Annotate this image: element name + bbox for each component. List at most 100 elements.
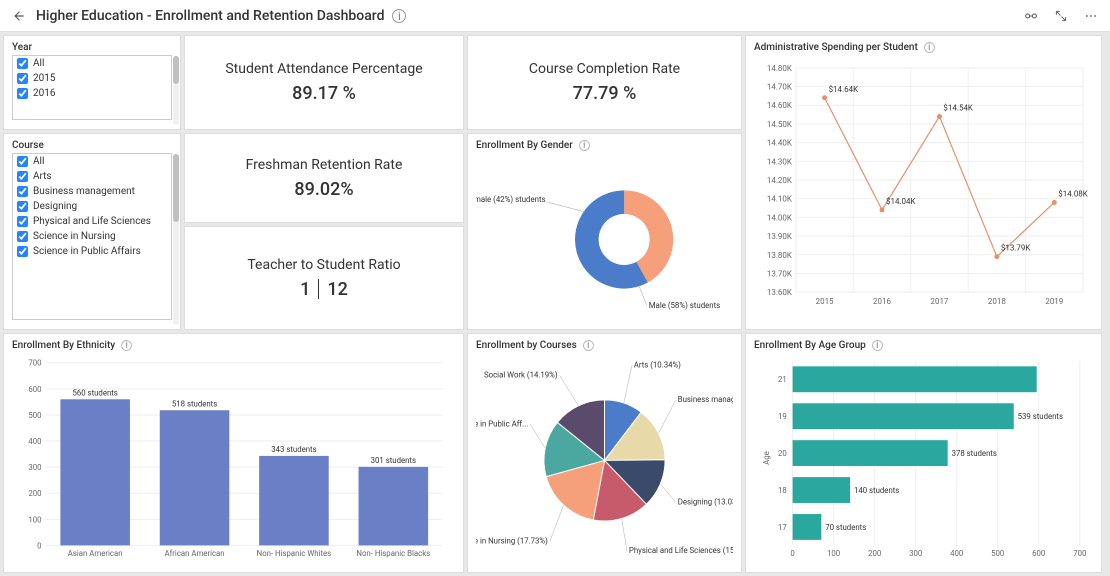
kpi-title: Student Attendance Percentage (225, 61, 422, 77)
filter-label: Business management (33, 186, 135, 197)
info-icon[interactable]: i (121, 340, 132, 351)
svg-text:17: 17 (778, 523, 787, 532)
filter-checkbox[interactable] (17, 171, 28, 182)
gender-donut-chart: Female (42%) studentsMale (58%) students (476, 153, 733, 320)
filter-checkbox[interactable] (17, 73, 28, 84)
svg-text:539 students: 539 students (1018, 412, 1063, 421)
svg-text:14.70K: 14.70K (767, 83, 792, 92)
filter-item[interactable]: Science in Nursing (13, 229, 171, 244)
gender-chart-card: Enrollment By Genderi Female (42%) stude… (467, 133, 742, 330)
svg-text:0: 0 (790, 549, 794, 558)
svg-text:518 students: 518 students (172, 399, 217, 408)
svg-text:Science in Public Aff...: Science in Public Aff... (476, 419, 528, 428)
svg-text:700: 700 (1073, 549, 1086, 558)
scrollbar[interactable] (173, 56, 179, 125)
year-filter-card: Year All20152016 (3, 35, 181, 130)
more-icon[interactable] (1082, 7, 1100, 25)
filter-label: All (33, 58, 44, 69)
svg-text:$14.54K: $14.54K (943, 103, 973, 112)
info-icon[interactable]: i (583, 340, 594, 351)
svg-text:2016: 2016 (873, 297, 891, 306)
kpi-value: 89.02% (294, 179, 353, 200)
filter-item[interactable]: 2015 (13, 71, 171, 86)
filter-checkbox[interactable] (17, 246, 28, 257)
svg-text:13.80K: 13.80K (767, 251, 792, 260)
retention-kpi: Freshman Retention Rate 89.02% (184, 133, 464, 223)
svg-text:Physical and Life Sciences (15: Physical and Life Sciences (15.11%) (629, 546, 733, 555)
svg-text:70 students: 70 students (825, 523, 866, 532)
svg-text:14.30K: 14.30K (767, 157, 792, 166)
filter-label: Designing (33, 201, 77, 212)
svg-text:African American: African American (164, 549, 224, 558)
filter-label: Science in Nursing (33, 231, 116, 242)
filter-item[interactable]: Physical and Life Sciences (13, 214, 171, 229)
info-icon[interactable]: i (579, 140, 590, 151)
filter-item[interactable]: 2016 (13, 86, 171, 101)
svg-text:560 students: 560 students (72, 388, 117, 397)
svg-text:400: 400 (28, 437, 41, 446)
chart-title: Administrative Spending per Studenti (754, 42, 1093, 53)
info-icon[interactable]: i (872, 340, 883, 351)
filter-checkbox[interactable] (17, 231, 28, 242)
scrollbar[interactable] (173, 154, 179, 325)
svg-text:$14.08K: $14.08K (1058, 189, 1088, 198)
svg-text:Designing (13.03%): Designing (13.03%) (678, 497, 733, 506)
kpi-title: Freshman Retention Rate (246, 157, 403, 173)
svg-text:200: 200 (868, 549, 881, 558)
svg-text:Arts (10.34%): Arts (10.34%) (634, 361, 681, 370)
filter-checkbox[interactable] (17, 58, 28, 69)
glasses-icon[interactable] (1022, 7, 1040, 25)
filter-checkbox[interactable] (17, 186, 28, 197)
course-filter-list[interactable]: All Arts Business management Designing Physi… (12, 153, 172, 320)
info-icon[interactable]: i (392, 9, 406, 23)
svg-text:140 students: 140 students (854, 486, 899, 495)
svg-text:13.70K: 13.70K (767, 269, 792, 278)
filter-label: Science in Public Affairs (33, 246, 141, 257)
age-chart-card: Enrollment By Age Groupi 010020030040050… (745, 333, 1102, 573)
svg-text:200: 200 (28, 489, 41, 498)
filter-checkbox[interactable] (17, 156, 28, 167)
filter-checkbox[interactable] (17, 216, 28, 227)
spending-chart-card: Administrative Spending per Studenti 13.… (745, 35, 1102, 330)
kpi-title: Teacher to Student Ratio (247, 257, 400, 273)
svg-text:Female (42%) students: Female (42%) students (476, 195, 546, 204)
svg-text:Business management (1...: Business management (1... (678, 395, 733, 404)
svg-text:14.60K: 14.60K (767, 101, 792, 110)
filter-checkbox[interactable] (17, 88, 28, 99)
back-button[interactable] (10, 7, 28, 25)
filter-label: Arts (33, 171, 52, 182)
filter-item[interactable]: Business management (13, 184, 171, 199)
svg-text:14.80K: 14.80K (767, 64, 792, 73)
svg-text:2017: 2017 (930, 297, 948, 306)
filter-item[interactable]: All (13, 56, 171, 71)
kpi-value: 77.79 % (573, 83, 637, 104)
completion-kpi: Course Completion Rate 77.79 % (467, 35, 742, 130)
svg-text:100: 100 (827, 549, 840, 558)
expand-icon[interactable] (1052, 7, 1070, 25)
chart-title: Enrollment By Age Groupi (754, 340, 1093, 351)
year-filter-list[interactable]: All 20152016 (12, 55, 172, 120)
courses-pie-chart: Arts (10.34%) Business management (1... De… (476, 353, 733, 563)
svg-text:14.50K: 14.50K (767, 120, 792, 129)
svg-text:Non- Hispanic Whites: Non- Hispanic Whites (257, 549, 332, 558)
ratio-left: 1 (300, 279, 310, 300)
filter-checkbox[interactable] (17, 201, 28, 212)
svg-text:700: 700 (28, 359, 41, 368)
filter-item[interactable]: Arts (13, 169, 171, 184)
svg-text:14.00K: 14.00K (767, 213, 792, 222)
svg-text:18: 18 (778, 486, 787, 495)
chart-title: Enrollment By Genderi (476, 140, 733, 151)
svg-text:Science in Nursing (17.73%): Science in Nursing (17.73%) (476, 536, 548, 545)
svg-text:300: 300 (28, 463, 41, 472)
svg-text:$14.04K: $14.04K (886, 197, 916, 206)
filter-item[interactable]: All (13, 154, 171, 169)
dashboard-header: Higher Education - Enrollment and Retent… (0, 0, 1110, 32)
filter-item[interactable]: Science in Public Affairs (13, 244, 171, 259)
course-filter-card: Course AllArtsBusiness managementDesigni… (3, 133, 181, 330)
chart-title: Enrollment by Coursesi (476, 340, 733, 351)
info-icon[interactable]: i (924, 42, 935, 53)
svg-text:301 students: 301 students (371, 456, 416, 465)
age-bar-chart: 01002003004005006007002119539 students20… (754, 353, 1093, 563)
filter-item[interactable]: Designing (13, 199, 171, 214)
page-title: Higher Education - Enrollment and Retent… (36, 8, 384, 24)
